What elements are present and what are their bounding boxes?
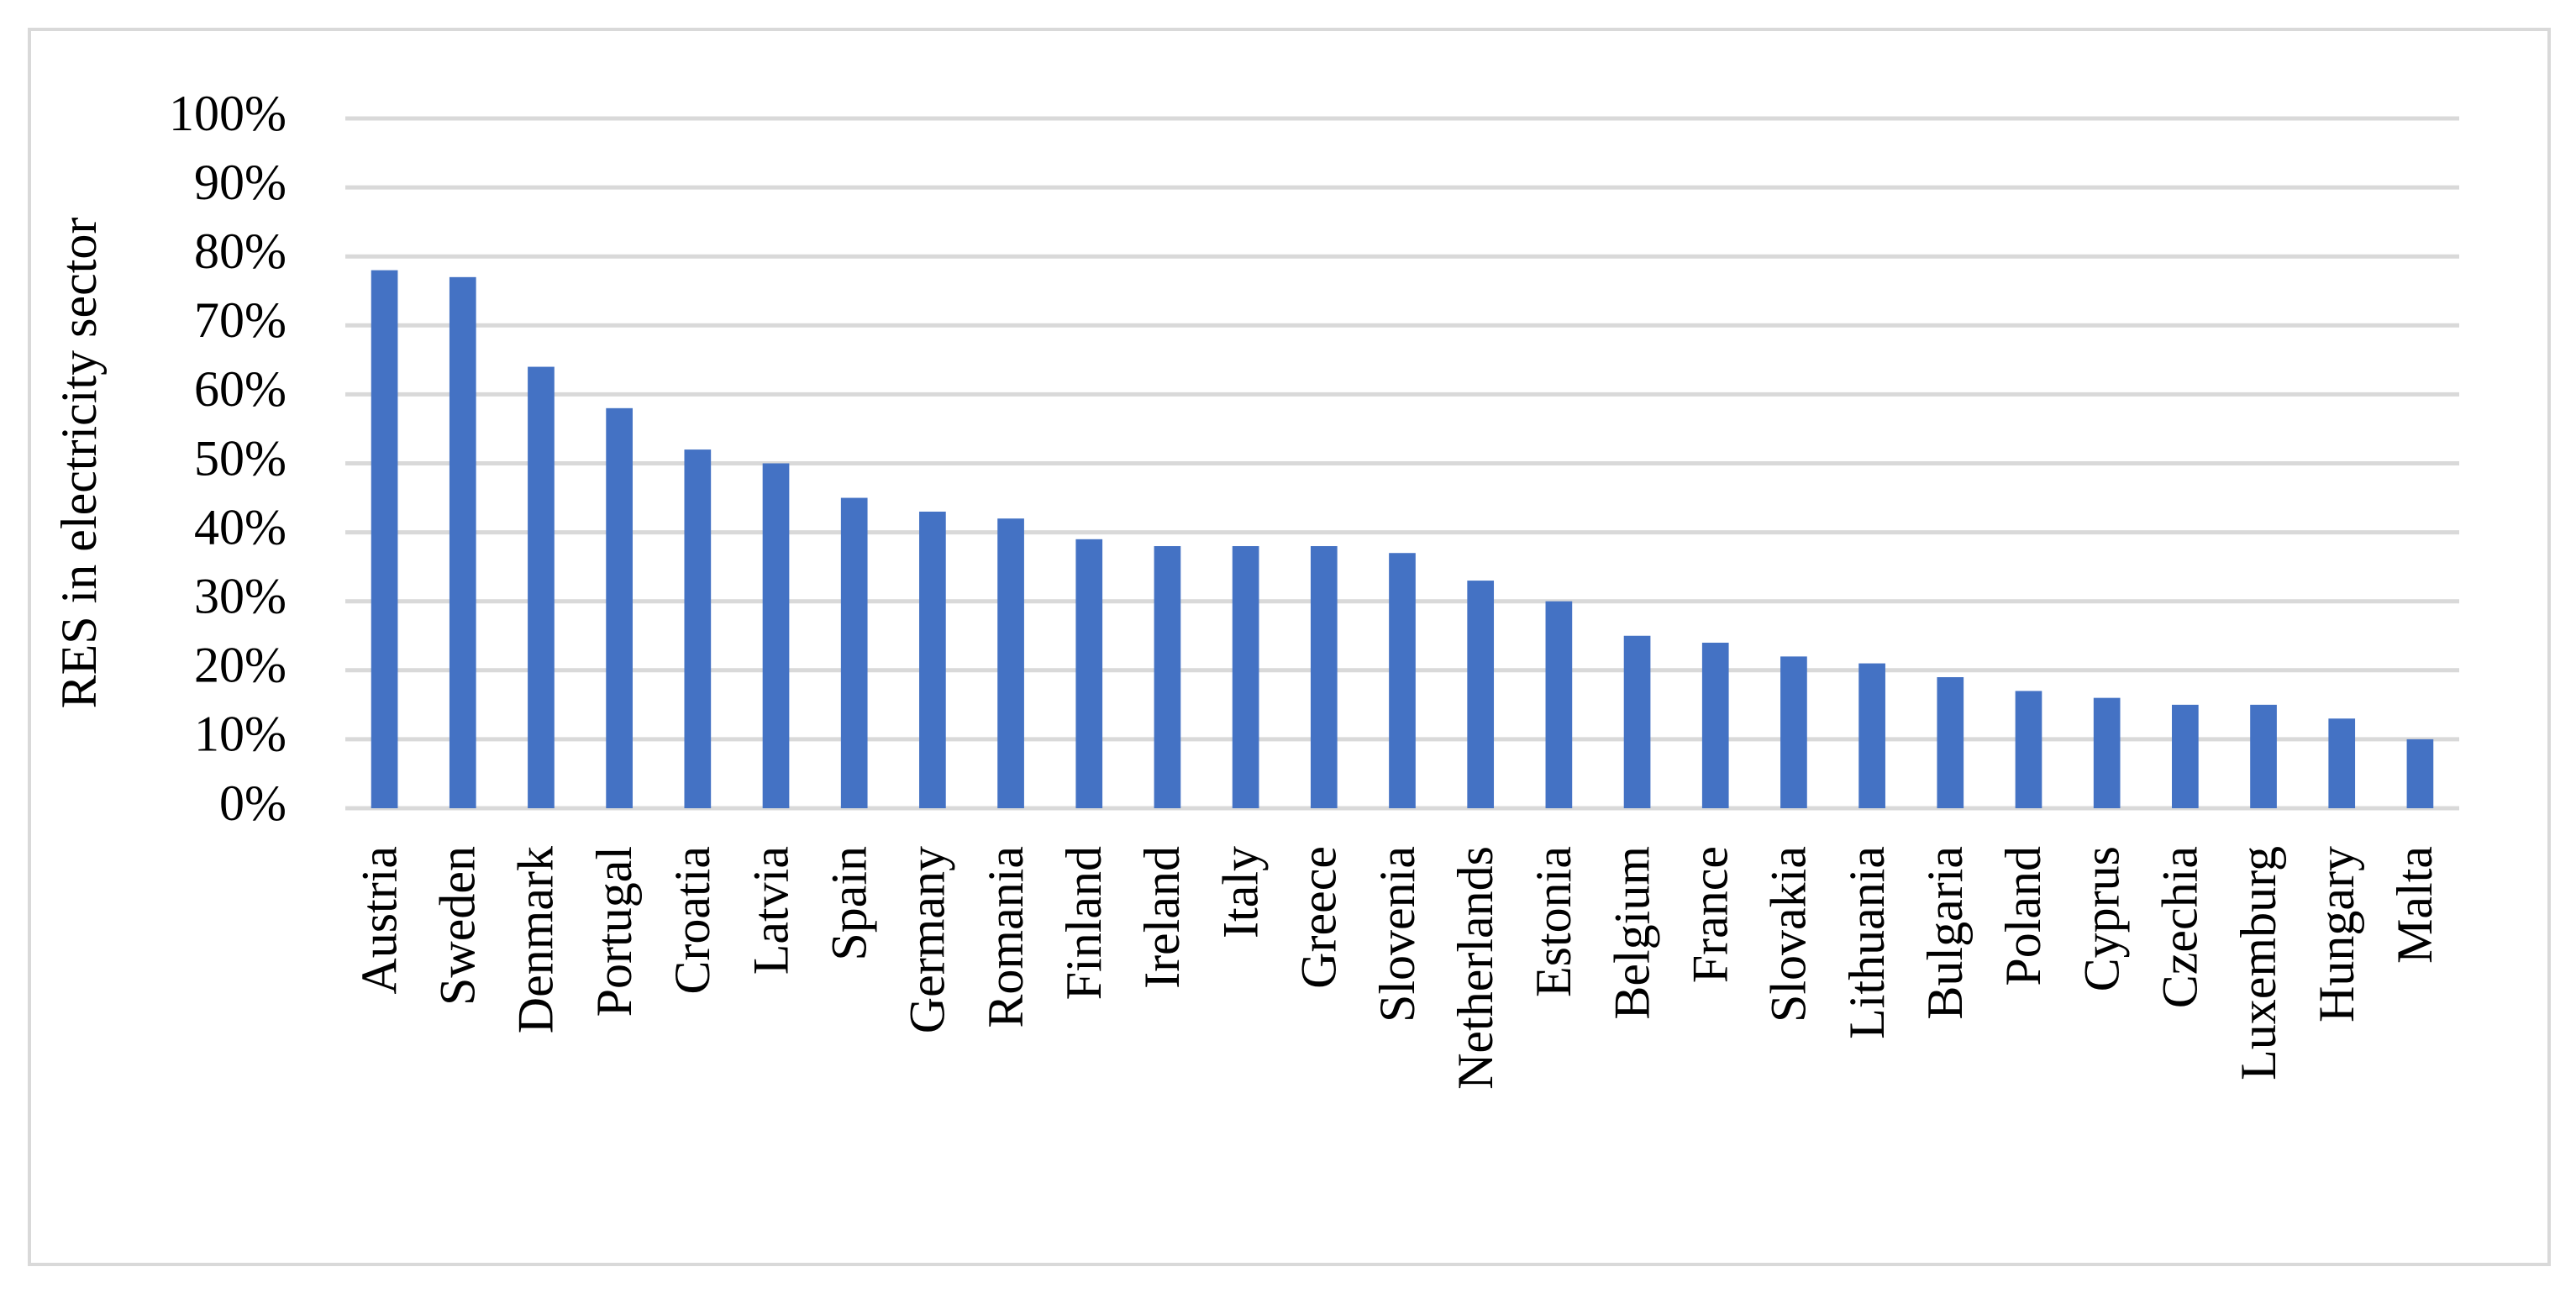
- y-tick-label: 90%: [194, 155, 287, 210]
- x-tick-label: Austria: [351, 846, 407, 995]
- bar: [528, 366, 555, 808]
- x-tick-label: Spain: [821, 846, 876, 961]
- bar: [1310, 546, 1338, 808]
- x-tick-label: Germany: [900, 846, 955, 1033]
- x-tick-label: Poland: [1995, 846, 2051, 986]
- x-tick-label: Italy: [1212, 846, 1268, 938]
- bar: [919, 511, 946, 808]
- bar: [1701, 642, 1729, 808]
- x-tick-label: Ireland: [1134, 846, 1190, 989]
- x-tick-label: Slovenia: [1369, 846, 1425, 1022]
- bar: [1467, 581, 1495, 808]
- x-tick-label: Belgium: [1604, 846, 1659, 1020]
- x-tick-label: Malta: [2387, 846, 2442, 964]
- bar: [840, 497, 868, 808]
- bar: [2015, 691, 2042, 808]
- bar: [606, 407, 633, 808]
- bar: [371, 270, 398, 808]
- x-tick-label: Hungary: [2309, 846, 2364, 1022]
- y-tick-label: 20%: [194, 638, 287, 693]
- x-tick-label: Cyprus: [2074, 846, 2129, 991]
- bar: [1780, 656, 1807, 808]
- x-tick-label: Finland: [1056, 846, 1112, 1000]
- x-tick-label: Latvia: [743, 846, 798, 975]
- y-tick-label: 70%: [194, 292, 287, 348]
- bar: [1154, 546, 1181, 808]
- y-tick-label: 10%: [194, 707, 287, 762]
- bar: [1075, 539, 1103, 808]
- bar: [997, 518, 1024, 808]
- x-tick-label: Sweden: [430, 846, 486, 1006]
- y-tick-label: 40%: [194, 499, 287, 555]
- bar: [1389, 553, 1416, 808]
- x-tick-label: Croatia: [665, 846, 720, 995]
- x-tick-label: Romania: [978, 846, 1033, 1028]
- y-tick-label: 80%: [194, 223, 287, 279]
- bar: [1937, 677, 1964, 808]
- x-tick-label: Luxemburg: [2231, 846, 2286, 1080]
- x-tick-label: Czechia: [2153, 846, 2208, 1008]
- bar: [1545, 601, 1573, 808]
- bar: [2406, 738, 2434, 808]
- y-tick-label: 0%: [219, 775, 287, 831]
- x-tick-label: Bulgaria: [1917, 846, 1973, 1020]
- bar: [762, 463, 790, 808]
- y-tick-label: 100%: [169, 86, 287, 141]
- x-tick-label: Portugal: [586, 846, 642, 1017]
- x-tick-label: Greece: [1291, 846, 1347, 989]
- y-axis-title: RES in electricity sector: [51, 218, 107, 709]
- x-tick-label: Slovakia: [1761, 846, 1816, 1022]
- bar: [684, 449, 712, 808]
- y-tick-label: 60%: [194, 361, 287, 417]
- x-tick-label: France: [1683, 846, 1738, 983]
- x-tick-label: Denmark: [508, 846, 564, 1033]
- bar: [1232, 546, 1259, 808]
- bar: [2093, 697, 2121, 808]
- x-tick-label: Lithuania: [1839, 846, 1895, 1039]
- chart-frame: [28, 28, 2551, 1266]
- bar: [2172, 704, 2199, 808]
- bar: [2250, 704, 2277, 808]
- bar: [449, 276, 476, 809]
- x-tick-label: Estonia: [1526, 846, 1581, 997]
- x-tick-label: Netherlands: [1448, 846, 1503, 1090]
- bar: [2328, 718, 2356, 808]
- y-tick-label: 50%: [194, 430, 287, 486]
- bar: [1623, 635, 1651, 808]
- bar: [1858, 663, 1885, 808]
- y-tick-label: 30%: [194, 568, 287, 623]
